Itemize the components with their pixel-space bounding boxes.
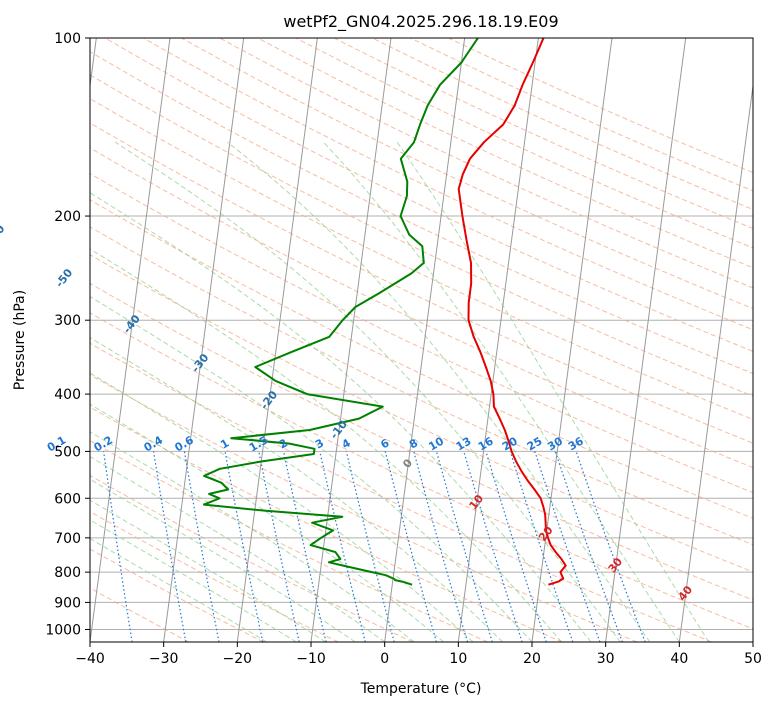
isotherm (531, 38, 613, 642)
isotherm-label: -60 (0, 222, 8, 246)
y-tick-label: 600 (54, 491, 81, 507)
dewpoint-line (203, 38, 479, 586)
isotherm (310, 38, 392, 642)
isotherm (457, 38, 539, 642)
moist-adiabat (226, 141, 651, 642)
dry-adiabat (295, 38, 753, 249)
dry-adiabat (257, 38, 753, 269)
moist-adiabat (90, 372, 474, 642)
y-tick-label: 800 (54, 565, 81, 581)
dry-adiabat (448, 38, 753, 174)
x-tick-label: −30 (149, 651, 179, 667)
dry-adiabat (90, 122, 753, 444)
mixing-ratio-line (319, 451, 366, 642)
dry-adiabat (90, 440, 488, 642)
moist-adiabat (90, 519, 297, 642)
dry-adiabat (333, 38, 753, 230)
mixing-ratio-line (283, 451, 327, 642)
mixing-ratio-line (435, 451, 493, 642)
mixing-ratio-line (575, 451, 646, 642)
y-tick-label: 700 (54, 531, 81, 547)
moist-adiabat (90, 336, 503, 642)
dry-adiabat (90, 511, 339, 642)
mixing-ratio-line (103, 451, 133, 642)
mixing-ratio-line (384, 451, 437, 642)
dry-adiabat (90, 147, 753, 469)
moist-adiabat (90, 192, 592, 642)
isotherm (605, 38, 687, 642)
mixing-ratio-line (485, 451, 547, 642)
dry-adiabat (90, 199, 753, 519)
temperature-line (457, 38, 567, 586)
isotherm (236, 38, 318, 642)
profiles (203, 38, 567, 586)
y-tick-label: 900 (54, 595, 81, 611)
x-axis: −40 −30 −20 −10 0 10 20 30 40 50 (75, 642, 762, 667)
dry-adiabat (90, 98, 753, 420)
moist-adiabat (90, 248, 562, 642)
mixing-ratio-line (534, 451, 601, 642)
dry-adiabat (90, 226, 753, 546)
mixing-ratio-line (345, 451, 395, 642)
y-tick-label: 400 (54, 387, 81, 403)
isotherm (678, 82, 753, 642)
moist-adiabat (114, 141, 621, 642)
mixing-ratio-line (463, 451, 523, 642)
isotherm (163, 38, 245, 642)
y-axis: 100 200 300 400 500 600 700 800 900 1000 (45, 31, 90, 638)
x-tick-label: −10 (296, 651, 326, 667)
x-axis-label: Temperature (°C) (360, 681, 482, 697)
dry-adiabat (90, 282, 753, 601)
dry-adiabat (90, 474, 414, 642)
dry-adiabat (90, 374, 638, 642)
x-tick-label: 20 (523, 651, 541, 667)
y-tick-label: 1000 (45, 622, 81, 638)
y-tick-label: 300 (54, 313, 81, 329)
x-tick-label: 0 (380, 651, 389, 667)
mixing-ratio-line (554, 451, 623, 642)
x-tick-label: 40 (670, 651, 688, 667)
y-tick-label: 100 (54, 31, 81, 47)
x-tick-label: −20 (223, 651, 253, 667)
y-tick-label: 500 (54, 444, 81, 460)
y-axis-label: Pressure (hPa) (12, 290, 28, 390)
moist-adiabat (323, 141, 680, 642)
mixing-ratio-line (413, 451, 469, 642)
dry-adiabat (90, 51, 753, 375)
x-tick-label: 10 (449, 651, 467, 667)
background-lines (90, 38, 753, 642)
plot-frame (89, 37, 754, 643)
x-tick-label: −40 (75, 651, 105, 667)
moist-adiabat (90, 431, 415, 642)
moist-adiabat (90, 499, 326, 642)
moist-adiabat (90, 478, 356, 642)
dry-adiabat (90, 172, 753, 494)
dry-adiabat (90, 342, 712, 642)
dry-adiabat (143, 38, 753, 331)
dry-adiabat (90, 74, 753, 397)
isotherm (90, 38, 171, 642)
x-tick-label: 50 (744, 651, 762, 667)
moist-adiabat (396, 141, 710, 642)
dry-adiabat (104, 38, 753, 352)
mixing-ratio-line (258, 451, 300, 642)
mixing-ratio-line (509, 451, 574, 642)
x-tick-label: 30 (597, 651, 615, 667)
moist-adiabat (90, 456, 385, 642)
dry-adiabat (90, 406, 563, 642)
isotherm (384, 38, 466, 642)
y-tick-label: 200 (54, 209, 81, 225)
chart-title: wetPf2_GN04.2025.296.18.19.E09 (283, 12, 558, 32)
